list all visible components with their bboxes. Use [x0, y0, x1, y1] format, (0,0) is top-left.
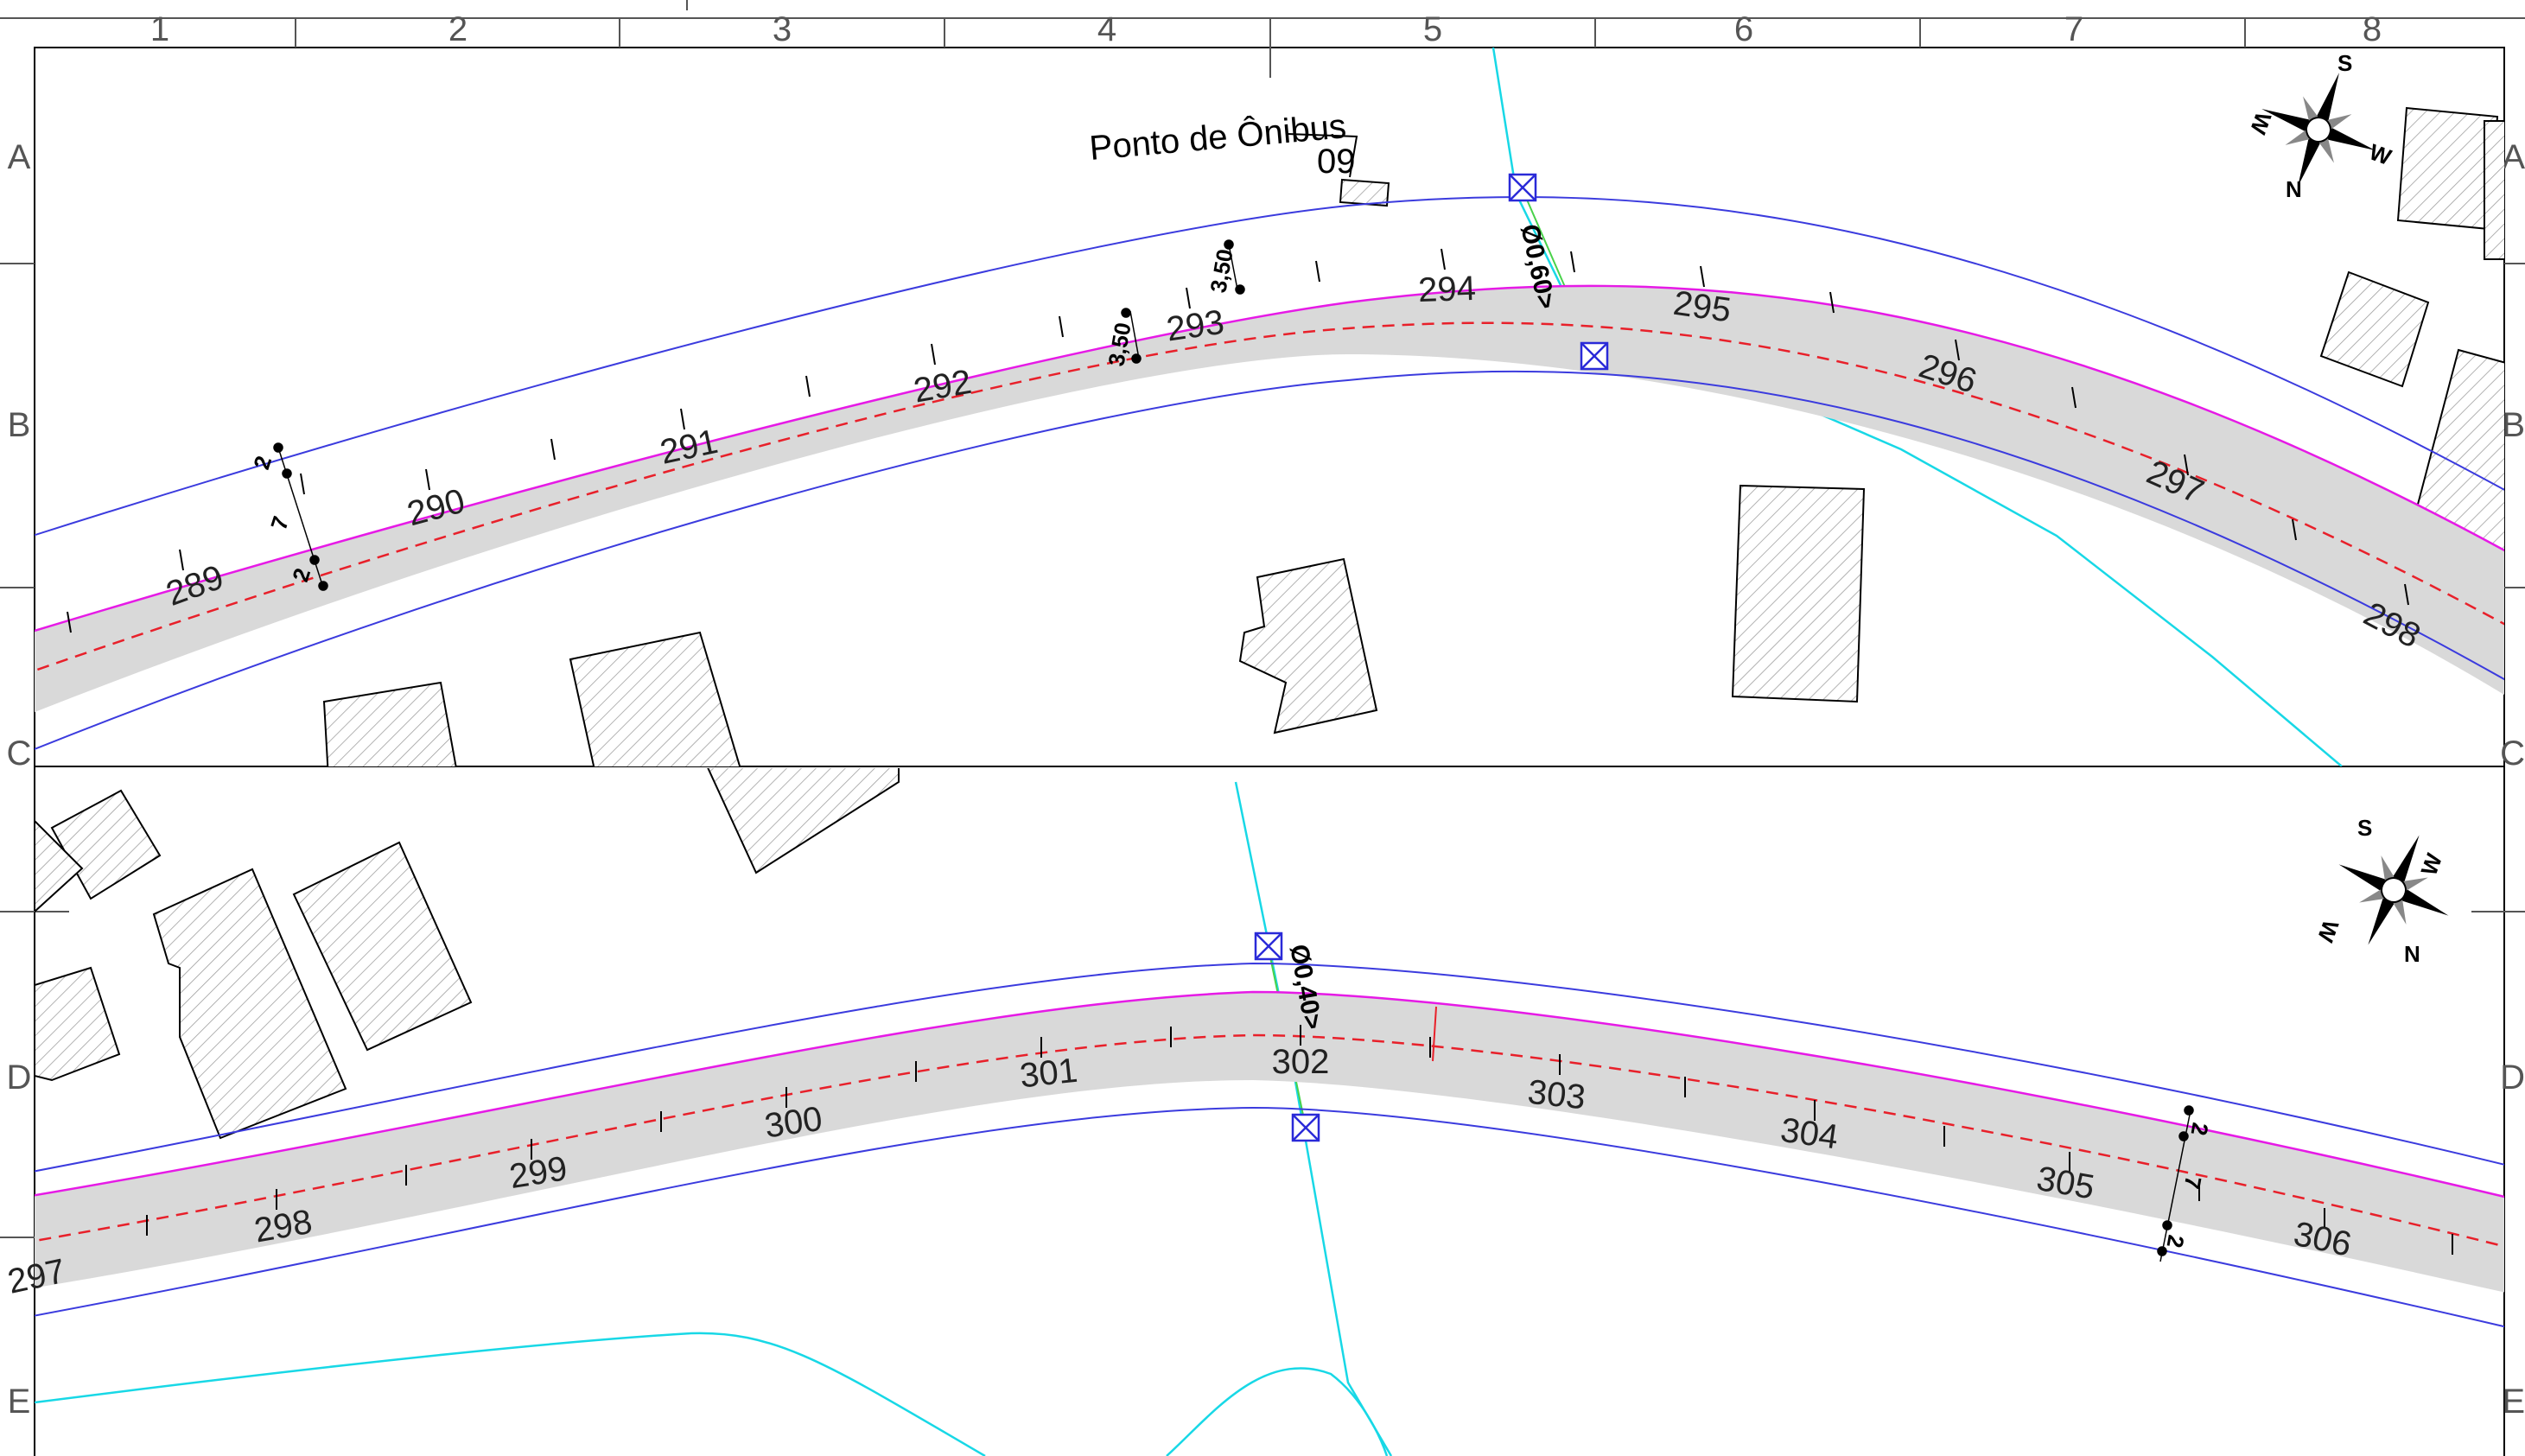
grid-row-label: E [8, 1383, 31, 1421]
grid-row-label: A [8, 138, 31, 176]
axis-tick [1955, 339, 1960, 361]
bus-stop-label: Ponto de Ônibus [1088, 106, 1348, 168]
compass-w: W [2415, 849, 2447, 879]
top-panel [35, 48, 2504, 766]
building [2319, 270, 2430, 388]
building [569, 631, 741, 766]
north-arrow-icon [2338, 835, 2449, 945]
grid-row-labels: A A B B C C D D E E [7, 138, 2525, 1421]
grid-row-label: D [2500, 1059, 2525, 1097]
dimension-label: 2 [248, 453, 277, 473]
culvert-icon [1254, 931, 1283, 961]
axis-tick [300, 473, 305, 495]
building [152, 868, 347, 1140]
grid-row-label: C [7, 734, 32, 773]
grid-column-label: 5 [1423, 10, 1442, 48]
axis-tick [1829, 291, 1835, 314]
dimension-label: 7 [265, 513, 294, 533]
building [1339, 178, 1390, 207]
compass-n: N [2286, 176, 2302, 202]
axis-tick [179, 549, 184, 571]
dimension-label: 3,50 [1205, 247, 1237, 295]
grid-column-label: 1 [150, 10, 169, 48]
compass-s: S [2337, 50, 2352, 76]
grid-column-label: 7 [2064, 10, 2083, 48]
culvert-icon [1508, 173, 1537, 202]
axis-tick [1186, 287, 1191, 309]
grid-row-label: E [2502, 1383, 2525, 1421]
culvert-icon [1291, 1113, 1320, 1142]
station-label: 301 [1018, 1052, 1079, 1096]
compass-s: S [2357, 815, 2372, 841]
station-label: 295 [1671, 284, 1733, 330]
station-label: 303 [1526, 1073, 1587, 1117]
dimension-label: 2 [2162, 1233, 2190, 1249]
grid-column-label: 8 [2363, 10, 2382, 48]
axis-tick [1570, 251, 1575, 273]
axis-tick [425, 468, 430, 491]
dimension-label: 2 [2186, 1121, 2214, 1137]
axis-tick [2292, 518, 2297, 541]
compass-e: W [2366, 138, 2395, 170]
axis-tick [1700, 265, 1705, 288]
axis-tick [1059, 315, 1064, 338]
building [707, 768, 900, 874]
grid-row-label: A [2502, 138, 2525, 176]
compass-e: W [2312, 917, 2344, 946]
building [2396, 106, 2499, 231]
compass-n: N [2404, 941, 2420, 967]
building [1731, 484, 1866, 703]
axis-tick [805, 375, 811, 397]
axis-tick [67, 611, 72, 633]
axis-tick [680, 408, 685, 430]
axis-tick [550, 438, 556, 461]
building [2414, 348, 2504, 554]
axis-tick [2184, 454, 2189, 476]
station-label: 299 [507, 1149, 570, 1196]
building [35, 966, 121, 1082]
grid-row-label: D [7, 1059, 32, 1097]
axis-tick [1441, 248, 1446, 270]
axis-tick [2071, 386, 2077, 409]
station-label: 293 [1164, 303, 1226, 349]
grid-column-label: 2 [448, 10, 467, 48]
grid-column-label: 6 [1734, 10, 1753, 48]
building [35, 819, 84, 913]
building [2484, 120, 2504, 260]
building [1238, 557, 1378, 734]
axis-tick [931, 343, 936, 366]
grid-column-labels: 1 2 3 4 5 6 7 8 [150, 10, 2382, 48]
station-label: 304 [1778, 1111, 1841, 1157]
station-label: 300 [762, 1100, 824, 1146]
station-label: 294 [1417, 270, 1476, 309]
grid-column-label: 3 [773, 10, 792, 48]
dimension-label: 7 [2179, 1174, 2207, 1191]
station-label: 297 [4, 1252, 68, 1301]
building [50, 789, 162, 900]
grid-row-label: B [8, 406, 31, 444]
bottom-panel [35, 768, 2504, 1456]
grid-row-label: B [2502, 406, 2525, 444]
grid-row-label: C [2500, 734, 2525, 773]
grid-column-label: 4 [1097, 10, 1116, 48]
bus-stop-number: 09 [1317, 143, 1356, 181]
building [292, 841, 473, 1052]
station-label: 302 [1272, 1043, 1330, 1081]
culvert-icon [1580, 341, 1609, 371]
axis-tick [2404, 583, 2409, 606]
axis-tick [1315, 260, 1320, 283]
building [322, 681, 457, 766]
north-arrow-icon [2261, 73, 2376, 187]
